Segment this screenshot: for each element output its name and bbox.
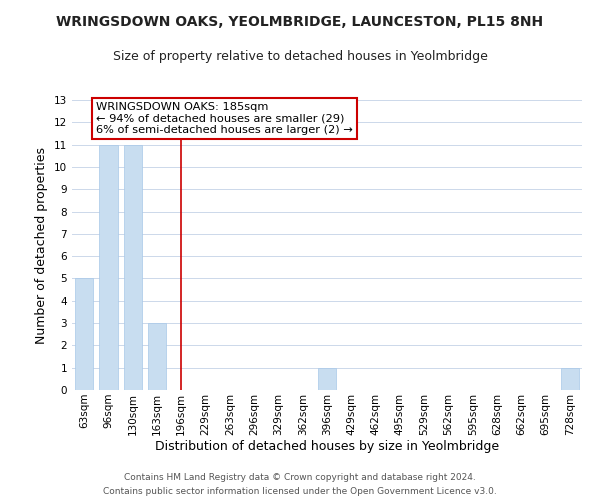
X-axis label: Distribution of detached houses by size in Yeolmbridge: Distribution of detached houses by size … (155, 440, 499, 454)
Text: WRINGSDOWN OAKS: 185sqm
← 94% of detached houses are smaller (29)
6% of semi-det: WRINGSDOWN OAKS: 185sqm ← 94% of detache… (96, 102, 353, 135)
Bar (100, 144, 118, 390)
Text: Size of property relative to detached houses in Yeolmbridge: Size of property relative to detached ho… (113, 50, 487, 63)
Text: Contains public sector information licensed under the Open Government Licence v3: Contains public sector information licen… (103, 486, 497, 496)
Y-axis label: Number of detached properties: Number of detached properties (35, 146, 49, 344)
Bar (148, 323, 166, 390)
Text: WRINGSDOWN OAKS, YEOLMBRIDGE, LAUNCESTON, PL15 8NH: WRINGSDOWN OAKS, YEOLMBRIDGE, LAUNCESTON… (56, 15, 544, 29)
Bar (561, 368, 579, 390)
Bar (75, 278, 93, 390)
Bar (318, 368, 336, 390)
Bar (124, 144, 142, 390)
Text: Contains HM Land Registry data © Crown copyright and database right 2024.: Contains HM Land Registry data © Crown c… (124, 473, 476, 482)
